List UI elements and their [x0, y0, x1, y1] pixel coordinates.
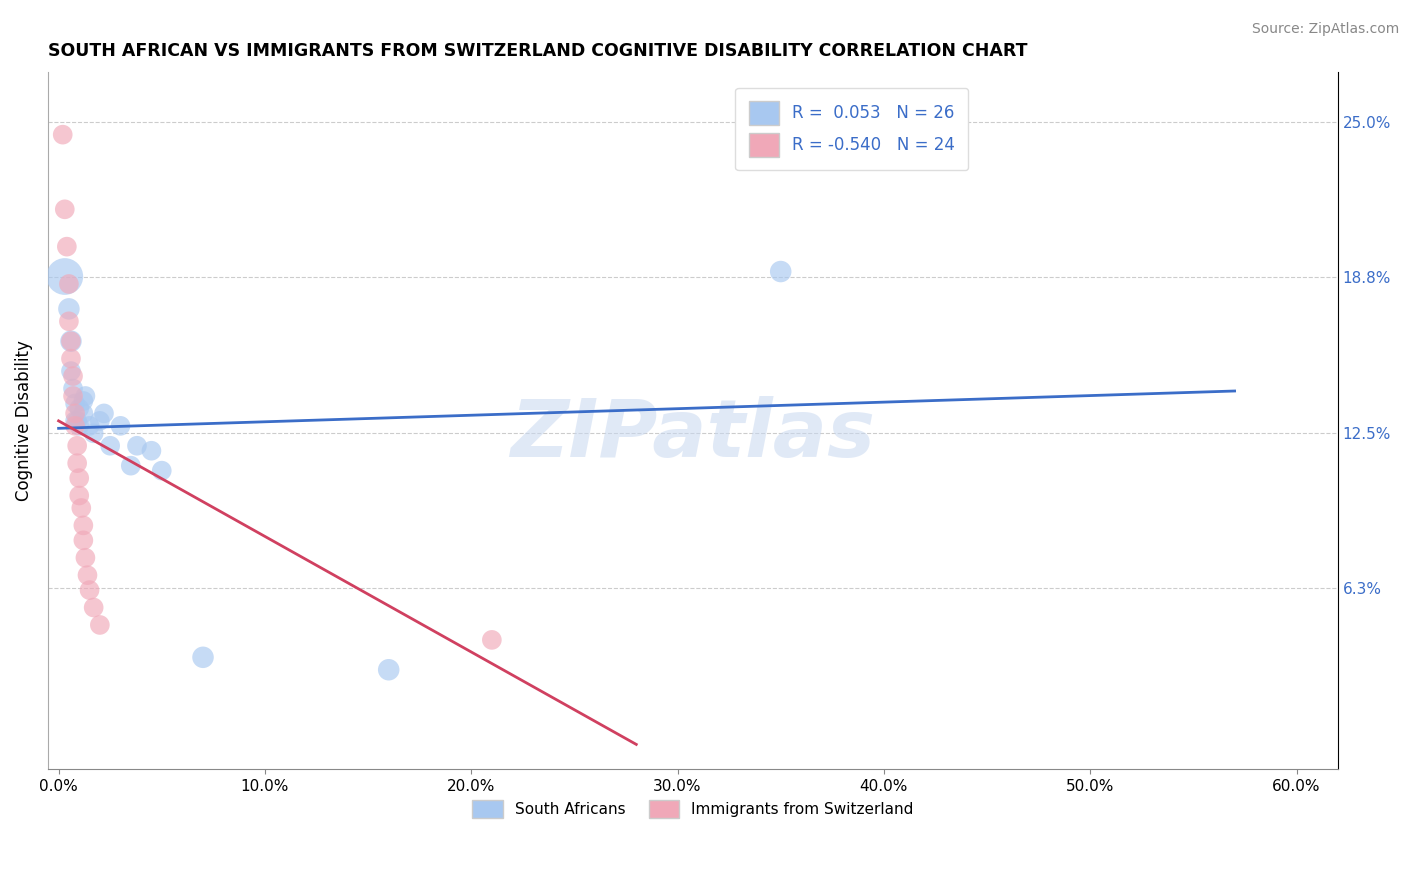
Point: [63, 414, 86, 428]
Point: [58, 277, 80, 291]
Point: [89, 618, 111, 632]
Point: [56, 240, 79, 254]
Point: [63, 406, 86, 420]
Point: [150, 464, 173, 478]
Point: [67, 418, 90, 433]
Point: [63, 418, 86, 433]
Point: [191, 650, 214, 665]
Point: [66, 439, 89, 453]
Text: Source: ZipAtlas.com: Source: ZipAtlas.com: [1251, 22, 1399, 37]
Point: [66, 456, 89, 470]
Point: [70, 500, 93, 515]
Text: ZIPatlas: ZIPatlas: [510, 396, 876, 474]
Point: [67, 471, 90, 485]
Text: SOUTH AFRICAN VS IMMIGRANTS FROM SWITZERLAND COGNITIVE DISABILITY CORRELATION CH: SOUTH AFRICAN VS IMMIGRANTS FROM SWITZER…: [48, 42, 1028, 60]
Y-axis label: Cognitive Disability: Cognitive Disability: [15, 341, 32, 501]
Point: [75, 550, 97, 565]
Point: [72, 533, 94, 548]
Point: [62, 382, 84, 396]
Point: [62, 369, 84, 384]
Point: [72, 406, 94, 420]
Point: [52, 128, 75, 142]
Point: [481, 632, 503, 647]
Point: [89, 414, 111, 428]
Point: [66, 414, 89, 428]
Point: [67, 489, 90, 503]
Point: [83, 426, 105, 441]
Point: [83, 600, 105, 615]
Point: [377, 663, 399, 677]
Point: [59, 364, 82, 378]
Point: [98, 439, 121, 453]
Point: [59, 334, 82, 349]
Point: [93, 406, 115, 420]
Point: [76, 568, 98, 582]
Point: [79, 418, 101, 433]
Point: [58, 314, 80, 328]
Legend: South Africans, Immigrants from Switzerland: South Africans, Immigrants from Switzerl…: [467, 794, 920, 824]
Point: [72, 394, 94, 409]
Point: [53, 202, 76, 217]
Point: [75, 389, 97, 403]
Point: [79, 583, 101, 598]
Point: [58, 301, 80, 316]
Point: [141, 443, 163, 458]
Point: [72, 518, 94, 533]
Point: [67, 401, 90, 416]
Point: [120, 458, 142, 473]
Point: [63, 396, 86, 410]
Point: [110, 418, 132, 433]
Point: [769, 264, 792, 278]
Point: [62, 389, 84, 403]
Point: [59, 351, 82, 366]
Point: [59, 334, 82, 349]
Point: [125, 439, 148, 453]
Point: [53, 269, 76, 284]
